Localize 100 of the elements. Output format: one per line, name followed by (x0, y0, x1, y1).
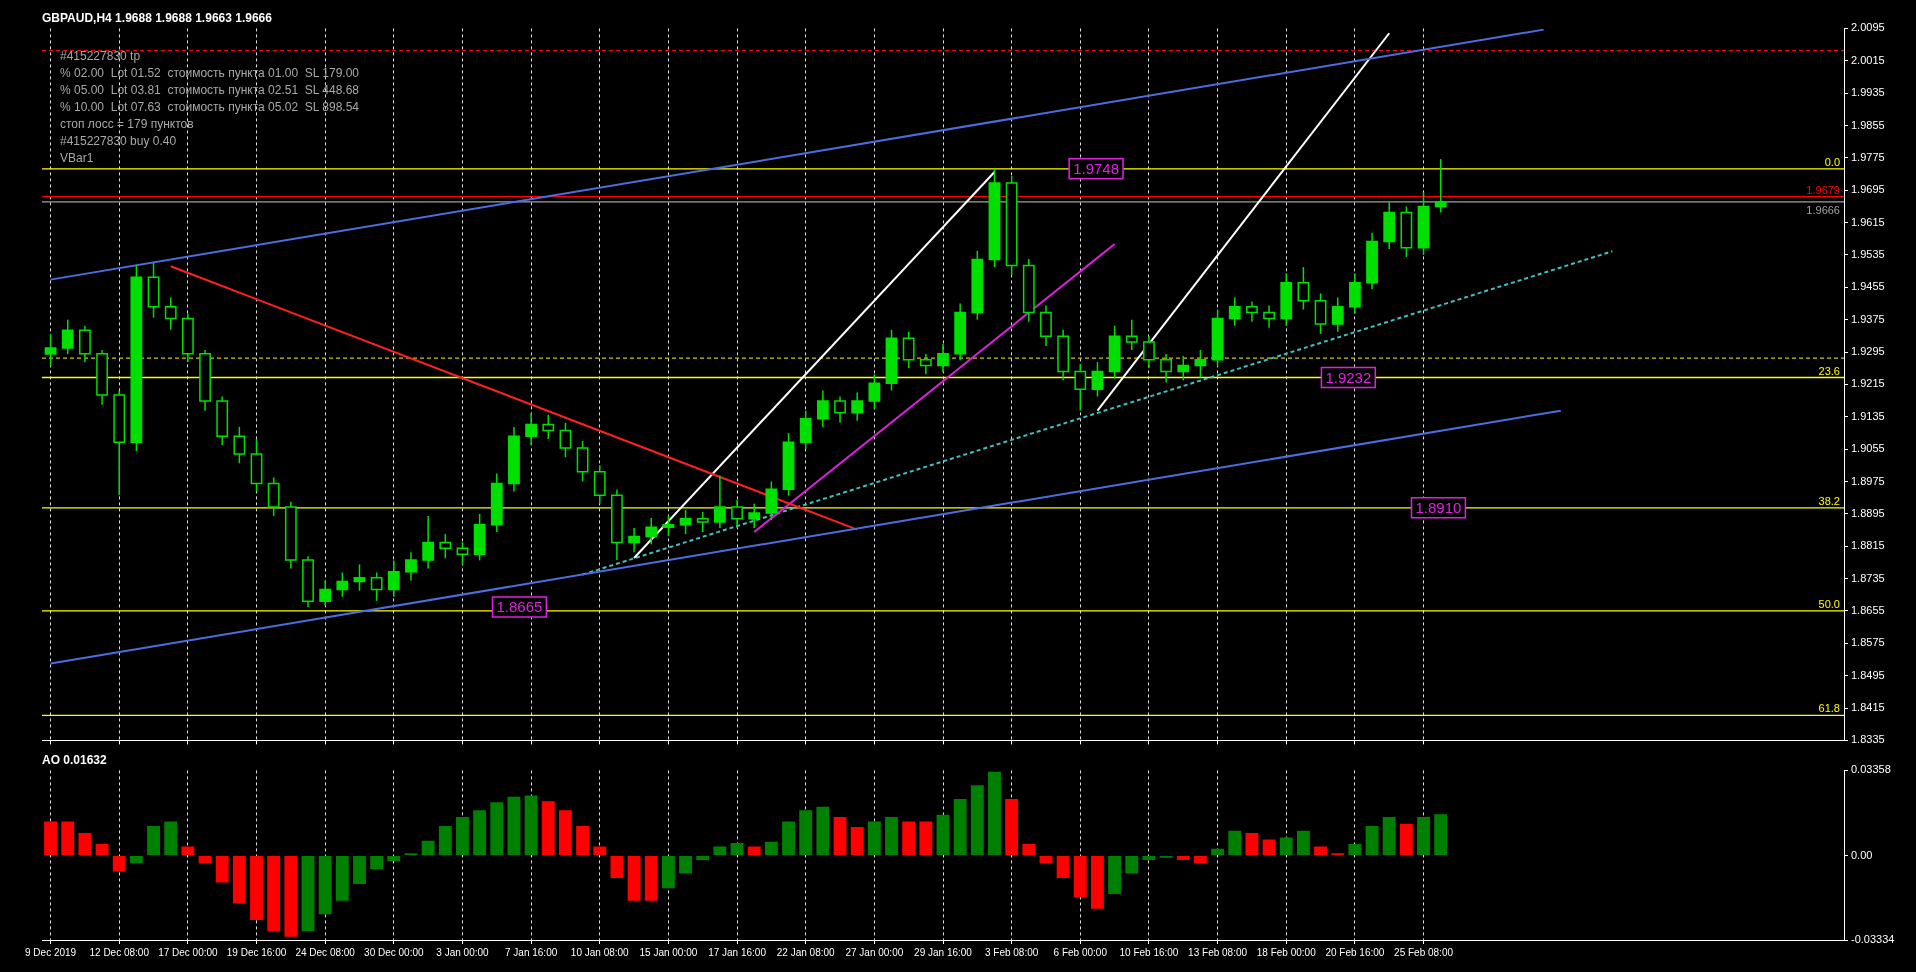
annotation: VBar1 (60, 150, 94, 165)
x-tick-label: 25 Feb 08:00 (1394, 946, 1454, 958)
bar (559, 810, 572, 855)
candlestick (1040, 304, 1052, 347)
candlestick (542, 413, 555, 440)
y-tick-label: 1.8735 (1851, 571, 1885, 584)
candlestick (679, 509, 692, 535)
candlestick (919, 353, 932, 376)
y-tick-label: 0.03358 (1851, 763, 1891, 776)
bar (524, 795, 538, 855)
candlestick (662, 515, 675, 537)
bar (61, 821, 75, 855)
candlestick (1297, 266, 1310, 311)
bar (1091, 856, 1104, 909)
candlestick (1074, 363, 1087, 412)
candlestick (336, 571, 349, 598)
candlestick (576, 440, 589, 483)
chart-title: GBPAUD,H4 1.9688 1.9688 1.9663 1.9666 (42, 10, 273, 25)
candlestick (319, 579, 332, 607)
bar (1005, 798, 1019, 855)
bar (284, 856, 298, 937)
bar (679, 856, 693, 874)
y-tick-label: 0.00 (1851, 848, 1873, 861)
y-tick-label: 1.9615 (1851, 215, 1885, 228)
bar (95, 844, 109, 855)
bar (713, 846, 727, 855)
candlestick (439, 533, 452, 560)
bar (387, 856, 401, 862)
bar (438, 826, 452, 855)
bar (1142, 856, 1156, 861)
bar (353, 856, 366, 884)
candlestick (79, 324, 91, 363)
y-tick-label: 2.0095 (1851, 21, 1885, 34)
x-tick-label: 6 Feb 00:00 (1053, 946, 1108, 958)
x-tick-label: 10 Feb 16:00 (1119, 946, 1179, 958)
candlestick (902, 331, 915, 369)
annotation: 0.0 (1824, 155, 1840, 168)
annotation: % 02.00 Lot 01.52 стоимость пункта 01.00 SL 179.00 (60, 65, 360, 80)
bar (936, 814, 950, 855)
x-tick-label: 15 Jan 00:00 (639, 946, 698, 958)
candlestick (593, 464, 606, 505)
x-tick-label: 17 Jan 16:00 (708, 946, 767, 958)
y-tick-label: 1.9055 (1851, 442, 1885, 455)
x-tick-label: 3 Feb 08:00 (984, 946, 1039, 958)
bar (816, 806, 830, 855)
candlestick (696, 511, 709, 533)
bar (129, 856, 143, 864)
bar (301, 856, 315, 932)
x-tick-label: 30 Dec 00:00 (364, 946, 424, 958)
y-tick-label: 1.8815 (1851, 539, 1885, 552)
bar (833, 816, 847, 855)
bar (456, 816, 469, 855)
candlestick (456, 541, 469, 566)
bar (215, 856, 229, 883)
bar (267, 856, 281, 932)
bar (1296, 830, 1310, 855)
bar (885, 816, 898, 855)
x-tick-label: 20 Feb 16:00 (1325, 946, 1385, 958)
bar (1245, 832, 1259, 855)
bar (78, 832, 92, 855)
x-tick-label: 7 Jan 16:00 (504, 946, 558, 958)
bar (1056, 856, 1070, 879)
bar (164, 821, 178, 855)
x-tick-label: 24 Dec 08:00 (295, 946, 356, 958)
bar (730, 843, 744, 855)
bar (1073, 856, 1087, 898)
candlestick (1194, 349, 1207, 379)
candlestick (1314, 292, 1327, 335)
y-tick-label: 1.9695 (1851, 183, 1885, 196)
candlestick (834, 395, 846, 424)
bar (1365, 826, 1379, 855)
bar (850, 827, 864, 855)
bar (1125, 856, 1139, 874)
candlestick (353, 563, 366, 592)
x-tick-label: 12 Dec 08:00 (89, 946, 150, 958)
candlestick (731, 498, 743, 529)
x-tick-label: 27 Jan 00:00 (845, 946, 904, 958)
bar (1417, 816, 1430, 855)
y-tick-label: 1.9935 (1851, 86, 1885, 99)
x-tick-label: 22 Jan 08:00 (776, 946, 836, 958)
bar (627, 856, 641, 901)
bar (576, 826, 590, 855)
y-tick-label: 1.8975 (1851, 474, 1885, 487)
bar (764, 841, 778, 855)
candlestick (559, 422, 572, 458)
candlestick (1228, 296, 1241, 327)
candlestick (748, 502, 761, 529)
x-tick-label: 18 Feb 00:00 (1256, 946, 1317, 958)
y-tick-label: 1.8895 (1851, 506, 1885, 519)
candlestick (1434, 158, 1447, 214)
y-tick-label: 1.9855 (1851, 118, 1885, 131)
chart-title: AO 0.01632 (42, 752, 108, 767)
bar (541, 801, 555, 855)
bar (747, 846, 761, 855)
bar (421, 840, 435, 855)
candlestick (1246, 300, 1258, 323)
y-tick-label: -0.03334 (1851, 933, 1895, 946)
candlestick (714, 474, 726, 529)
bar (1399, 823, 1413, 855)
candlestick (628, 527, 640, 554)
